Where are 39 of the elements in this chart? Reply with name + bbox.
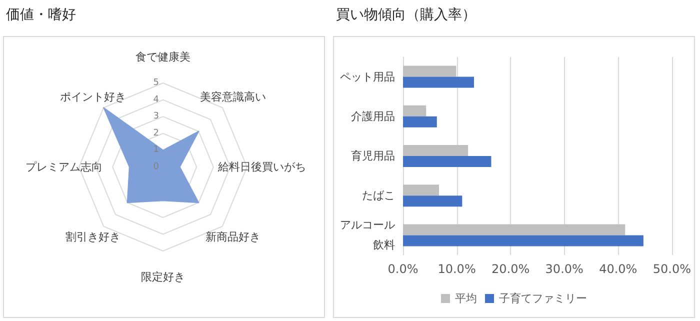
bar <box>403 145 468 156</box>
y-tick-label: ペット用品 <box>340 70 395 84</box>
legend-label: 子育てファミリー <box>499 292 587 305</box>
bar <box>403 224 626 236</box>
y-tick-label: たばこ <box>362 189 395 202</box>
spoke-label: 給料日後買いがち <box>217 160 306 174</box>
y-tick-label: 4 <box>153 94 160 105</box>
x-tick-label: 20.0% <box>492 262 530 276</box>
legend-label: 平均 <box>455 292 477 305</box>
spoke-label: プレミアム志向 <box>26 160 102 174</box>
bar <box>403 235 644 246</box>
x-tick-label: 30.0% <box>545 262 584 276</box>
x-tick-label: 40.0% <box>599 262 638 276</box>
spoke-label: 美容意識高い <box>200 90 266 104</box>
bar <box>403 105 426 116</box>
bar <box>403 156 492 167</box>
bar <box>403 196 462 207</box>
x-tick-label: 0.0% <box>388 262 418 276</box>
spoke-label: ポイント好き <box>60 90 126 104</box>
x-tick-label: 10.0% <box>438 262 476 276</box>
bar <box>403 116 437 128</box>
bar <box>403 76 474 88</box>
bar <box>403 66 456 77</box>
spoke-label: 新商品好き <box>206 230 261 244</box>
spoke-label: 食で健康美 <box>136 50 190 64</box>
chart-title: 価値・嗜好 <box>6 6 76 24</box>
y-tick-label: 2 <box>153 128 159 138</box>
y-tick-label: 育児用品 <box>351 150 395 162</box>
spoke-label: 割引き好き <box>65 230 120 244</box>
spoke-label: 限定好き <box>141 270 185 284</box>
y-tick-label: アルコール飲料 <box>340 218 395 252</box>
x-tick-label: 50.0% <box>652 262 691 276</box>
y-tick-label: 5 <box>153 78 159 88</box>
bar <box>403 184 440 196</box>
y-tick-label: 3 <box>153 112 159 122</box>
y-tick-label: 介護用品 <box>351 110 395 123</box>
chart-title: 買い物傾向（購入率） <box>336 6 476 24</box>
y-tick-label: 1 <box>153 145 159 156</box>
y-tick-label: 0 <box>153 162 160 172</box>
